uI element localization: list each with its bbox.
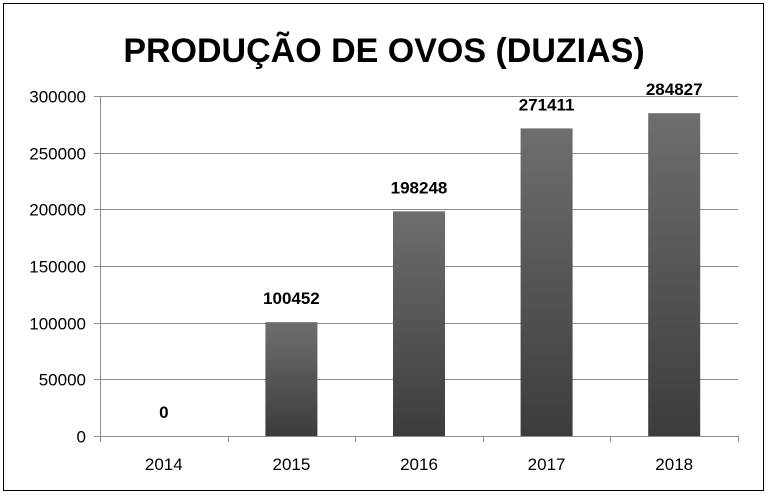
data-label: 100452 <box>263 289 320 308</box>
gridlines <box>100 96 738 380</box>
y-tick-label: 50000 <box>39 371 86 390</box>
chart-title: PRODUÇÃO DE OVOS (DUZIAS) <box>123 32 644 70</box>
bar <box>648 113 701 436</box>
y-tick-label: 100000 <box>29 315 86 334</box>
x-tick-label: 2014 <box>145 455 183 474</box>
labels: 0 50000 100000 150000 200000 250000 300000 2014… <box>29 80 702 474</box>
x-tick-label: 2017 <box>528 455 566 474</box>
bar <box>520 128 573 436</box>
y-tick-label: 300000 <box>29 88 86 107</box>
x-tick-label: 2018 <box>655 455 693 474</box>
bar <box>265 322 318 436</box>
bars <box>265 113 701 436</box>
bar <box>393 211 445 436</box>
data-label: 284827 <box>646 80 703 99</box>
y-tick-label: 150000 <box>29 258 86 277</box>
y-tick-label: 200000 <box>29 201 86 220</box>
data-label: 0 <box>159 403 168 422</box>
data-label: 271411 <box>519 95 575 114</box>
axes <box>94 96 739 442</box>
y-tick-label: 0 <box>77 428 86 447</box>
data-label: 198248 <box>391 178 448 197</box>
y-tick-label: 250000 <box>29 145 86 164</box>
x-tick-label: 2016 <box>400 455 438 474</box>
x-tick-label: 2015 <box>272 455 310 474</box>
chart-border <box>3 3 764 491</box>
